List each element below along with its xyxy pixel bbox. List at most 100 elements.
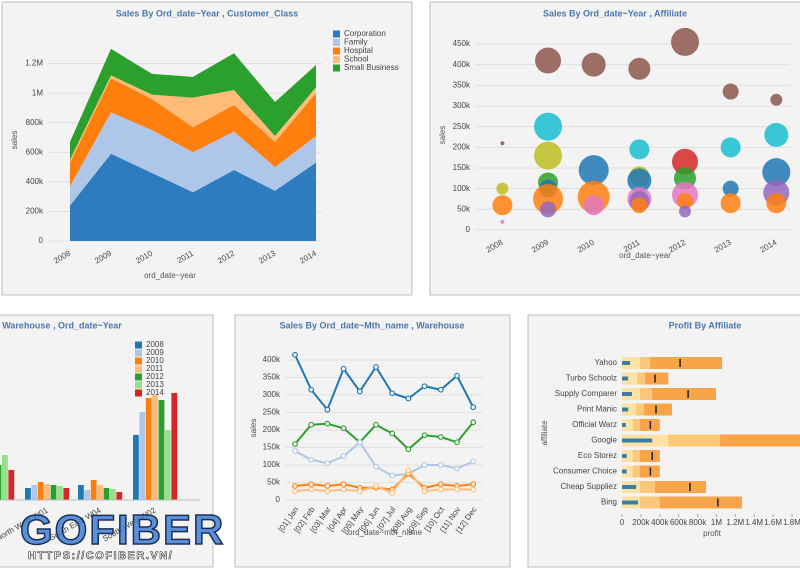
y-tick-label: 100k xyxy=(263,460,281,469)
bar xyxy=(139,412,146,500)
y-tick-label: 150k xyxy=(263,443,281,452)
x-tick-label: 400k xyxy=(651,518,669,527)
x-tick-label: 1.2M xyxy=(726,518,744,527)
bubble xyxy=(679,205,691,218)
bubble xyxy=(770,93,783,106)
bubble xyxy=(720,193,741,214)
point xyxy=(437,481,444,488)
y-tick-label: 50k xyxy=(267,478,281,487)
bubble xyxy=(722,83,739,100)
point xyxy=(389,430,396,437)
bubble xyxy=(500,219,505,224)
point xyxy=(324,420,331,427)
point xyxy=(405,467,412,474)
point xyxy=(340,453,347,460)
panel xyxy=(0,314,214,568)
point xyxy=(470,481,477,488)
point xyxy=(356,388,363,395)
y-tick-label: 200k xyxy=(453,142,471,151)
point xyxy=(356,488,363,495)
x-tick-label: 600k xyxy=(670,518,688,527)
bar xyxy=(50,485,57,500)
bubble xyxy=(534,112,563,141)
bubble xyxy=(764,122,789,147)
y-tick-label: 1.2M xyxy=(25,59,43,68)
y-tick-label: 400k xyxy=(26,177,44,186)
x-axis-title: profit xyxy=(703,529,722,538)
point xyxy=(454,486,460,493)
category-label: Consumer Choice xyxy=(553,467,618,476)
bubble xyxy=(722,180,739,197)
bar xyxy=(171,393,178,500)
y-tick-label: 50k xyxy=(457,204,471,213)
y-tick-label: 200k xyxy=(26,207,44,216)
bubble xyxy=(627,168,652,193)
bubble xyxy=(535,47,562,74)
y-tick-label: 1M xyxy=(32,88,43,97)
bar xyxy=(37,482,44,500)
point xyxy=(340,425,347,432)
bubble xyxy=(534,141,563,170)
watermark-url: HTTPS://COFIBER.VN/ xyxy=(28,550,173,562)
bar xyxy=(103,488,110,500)
point xyxy=(405,446,412,453)
point xyxy=(356,439,363,446)
measure xyxy=(622,361,631,365)
point xyxy=(373,421,379,428)
point xyxy=(324,460,331,467)
bubble xyxy=(628,57,651,80)
x-axis-title: ord_date~mth_name xyxy=(348,528,423,537)
legend-swatch xyxy=(135,381,142,389)
bubble xyxy=(492,195,513,216)
category-label: Eco Storez xyxy=(578,451,617,460)
y-tick-label: 450k xyxy=(453,39,471,48)
y-tick-label: 250k xyxy=(263,408,281,417)
legend-swatch xyxy=(333,64,340,72)
point xyxy=(470,486,477,493)
x-tick-label: 1.4M xyxy=(745,518,763,527)
y-tick-label: 100k xyxy=(453,184,471,193)
legend-label: Family xyxy=(344,38,368,47)
bubble xyxy=(720,137,741,158)
point xyxy=(437,486,444,493)
line xyxy=(294,354,475,412)
chart-title: Sales By Ord_date~Mth_name , Warehouse xyxy=(280,320,465,330)
y-axis-title: sales xyxy=(10,131,19,150)
x-tick-label: 1.6M xyxy=(764,518,782,527)
y-tick-label: 350k xyxy=(263,373,281,382)
legend-swatch xyxy=(333,56,340,63)
legend-swatch xyxy=(333,39,340,46)
chart-title: Profit By Affiliate xyxy=(669,320,742,330)
watermark-brand: GOFIBER xyxy=(20,506,225,553)
legend-label: 2013 xyxy=(146,380,164,389)
point xyxy=(324,488,331,495)
bullet-chart: Profit By Affiliate profit affiliate Yahoo T… xyxy=(540,320,800,538)
y-tick-label: 300k xyxy=(263,390,281,399)
point xyxy=(421,383,428,390)
legend-swatch xyxy=(135,373,142,381)
legend-swatch xyxy=(333,30,340,38)
chart-title: Sales By Ord_date~Year , Affiliate xyxy=(543,8,687,18)
point xyxy=(437,434,444,440)
bar xyxy=(44,484,50,500)
legend-label: 2010 xyxy=(146,356,164,365)
area xyxy=(70,48,316,160)
point xyxy=(389,472,396,479)
point xyxy=(308,421,315,428)
area xyxy=(70,78,316,187)
bar xyxy=(145,398,152,500)
point xyxy=(389,390,396,397)
point xyxy=(389,490,396,496)
bubble xyxy=(631,197,648,214)
category-label: Turbo Schoolz xyxy=(566,374,617,383)
point xyxy=(373,483,379,489)
range xyxy=(622,450,633,462)
area xyxy=(70,75,316,163)
category-label: Bing xyxy=(601,498,617,507)
point xyxy=(454,465,460,472)
y-tick-label: 300k xyxy=(453,101,471,110)
bubble xyxy=(766,193,787,214)
measure xyxy=(622,469,627,474)
bubble xyxy=(496,182,509,195)
